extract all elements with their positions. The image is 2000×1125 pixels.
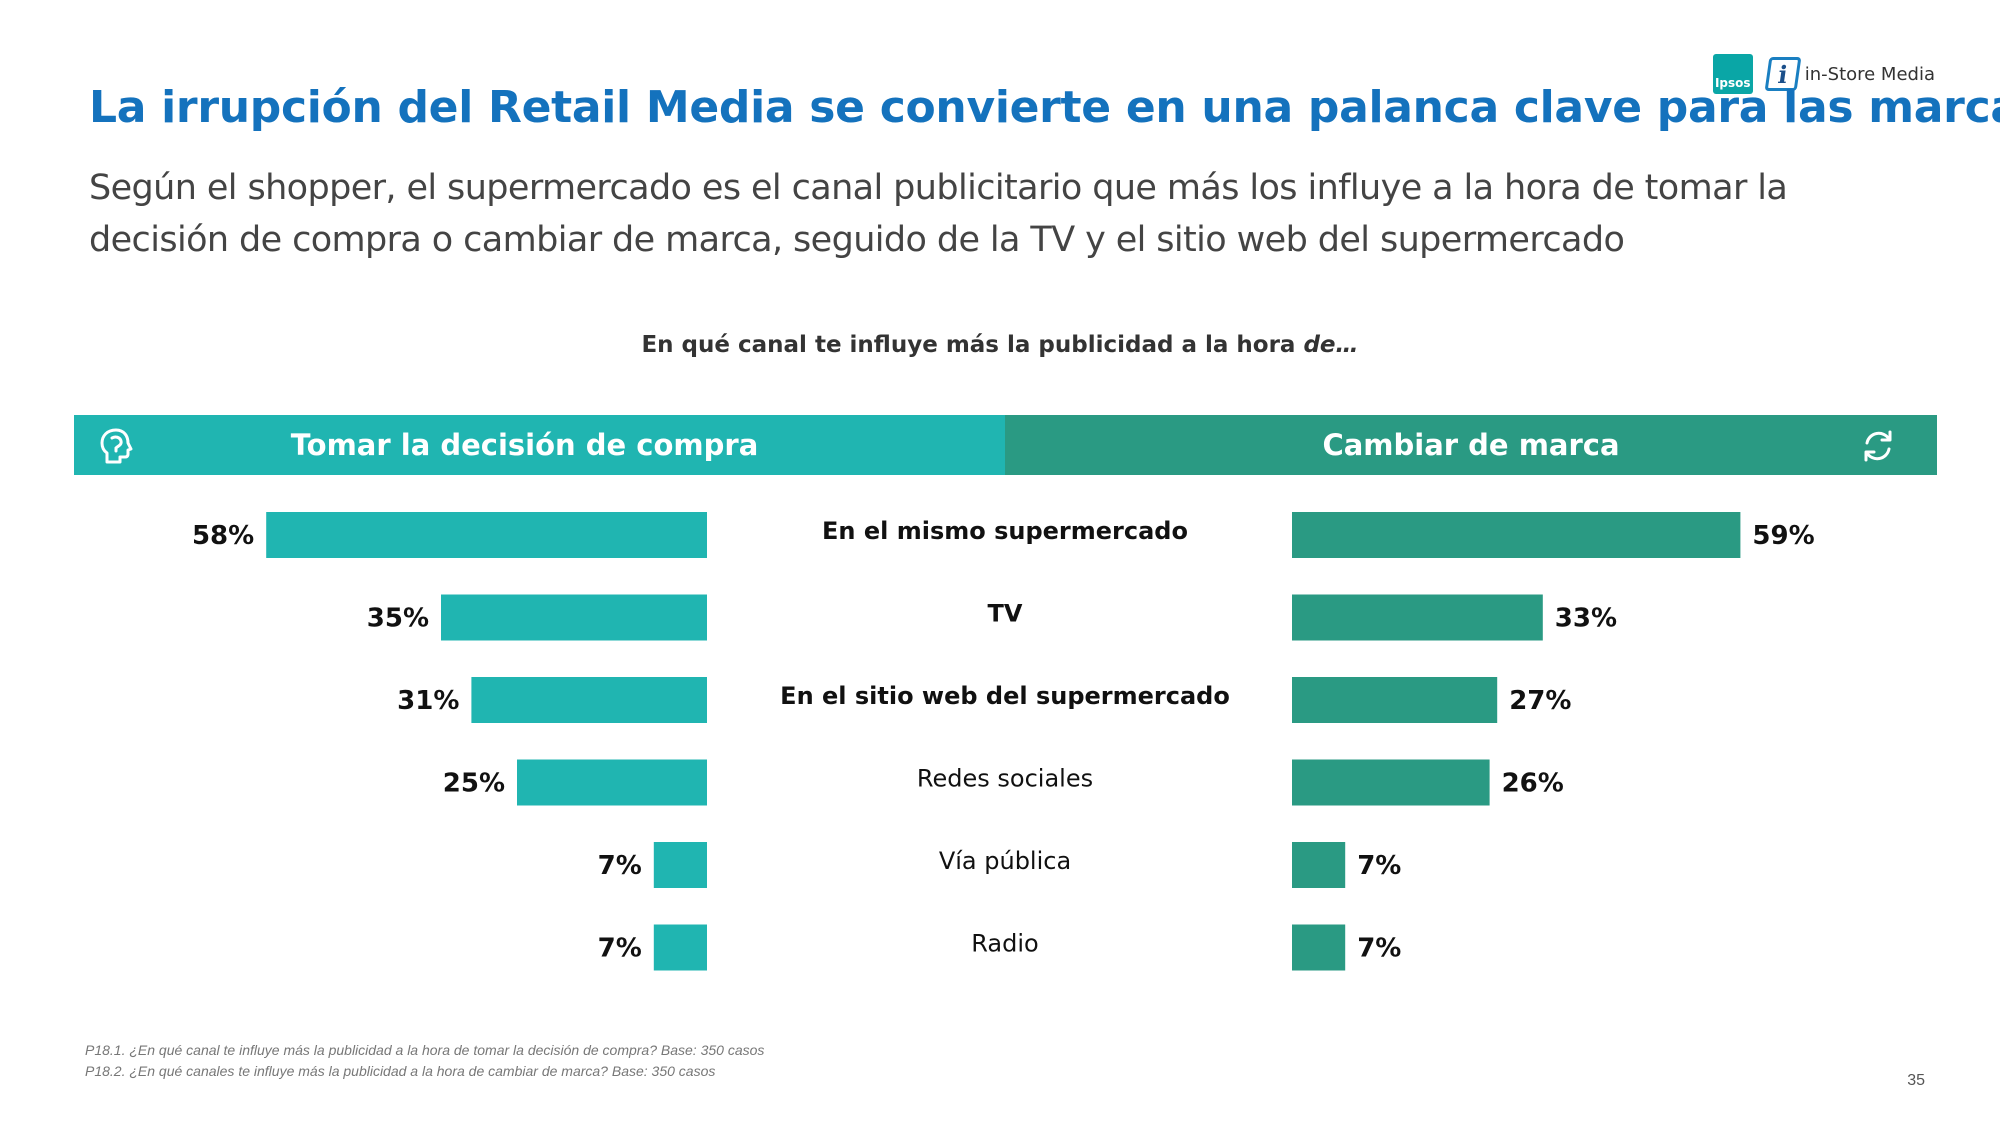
butterfly-bar-chart: 58% 59% En el mismo supermercado 35% 33% TV 31… [192,512,1815,971]
chart-question: En qué canal te influye más la publicida… [0,332,2000,358]
head-icon [98,427,134,472]
series-label-right: Cambiar de marca [1322,428,1620,462]
category-label-3: Redes sociales [917,765,1093,793]
value-label-right-1: 33% [1555,604,1617,634]
instore-logo-text: in-Store Media [1804,63,1935,85]
bar-left-1 [441,594,707,641]
value-label-left-1: 35% [367,604,429,634]
value-label-left-4: 7% [598,851,642,881]
series-header-left: Tomar la decisión de compra [74,415,1005,475]
footnote-1: P18.1. ¿En qué canal te influye más la p… [85,1042,765,1058]
bar-right-5 [1292,924,1346,971]
page-title: La irrupción del Retail Media se convier… [89,82,2000,133]
ipsos-logo: Ipsos [1712,54,1753,94]
value-label-right-3: 26% [1502,769,1564,799]
footnote-2: P18.2. ¿En qué canales te influye más la… [85,1063,716,1079]
value-label-right-2: 27% [1509,686,1571,716]
bar-right-4 [1292,842,1346,888]
value-label-right-4: 7% [1357,851,1401,881]
instore-media-logo: i in-Store Media [1764,57,1935,91]
bar-right-3 [1292,759,1490,806]
bar-left-2 [471,677,707,723]
page-number: 35 [1907,1072,1925,1089]
bar-right-1 [1292,594,1543,641]
chart-question-text: En qué canal te influye más la publicida… [641,332,1304,358]
series-header-right: Cambiar de marca [1005,415,1937,475]
value-label-right-0: 59% [1752,521,1814,551]
bar-right-0 [1292,512,1741,558]
category-label-2: En el sitio web del supermercado [780,682,1230,710]
value-label-left-2: 31% [397,686,459,716]
page-subtitle: Según el shopper, el supermercado es el … [89,168,1788,260]
bar-left-5 [653,924,707,971]
bar-left-3 [517,759,707,806]
value-label-left-3: 25% [443,769,505,799]
value-label-left-0: 58% [192,521,254,551]
chart-question-emphasis: de… [1303,332,1359,358]
category-label-1: TV [988,600,1023,628]
value-label-left-5: 7% [598,934,642,964]
bar-right-2 [1292,677,1498,723]
refresh-icon [1859,427,1897,472]
bar-left-4 [653,842,707,888]
logos: Ipsos i in-Store Media [1712,54,1935,94]
category-label-0: En el mismo supermercado [822,517,1188,545]
category-label-5: Radio [971,930,1038,958]
bar-left-0 [266,512,707,558]
value-label-right-5: 7% [1357,934,1401,964]
category-label-4: Vía pública [939,847,1071,875]
series-label-left: Tomar la decisión de compra [290,428,759,462]
